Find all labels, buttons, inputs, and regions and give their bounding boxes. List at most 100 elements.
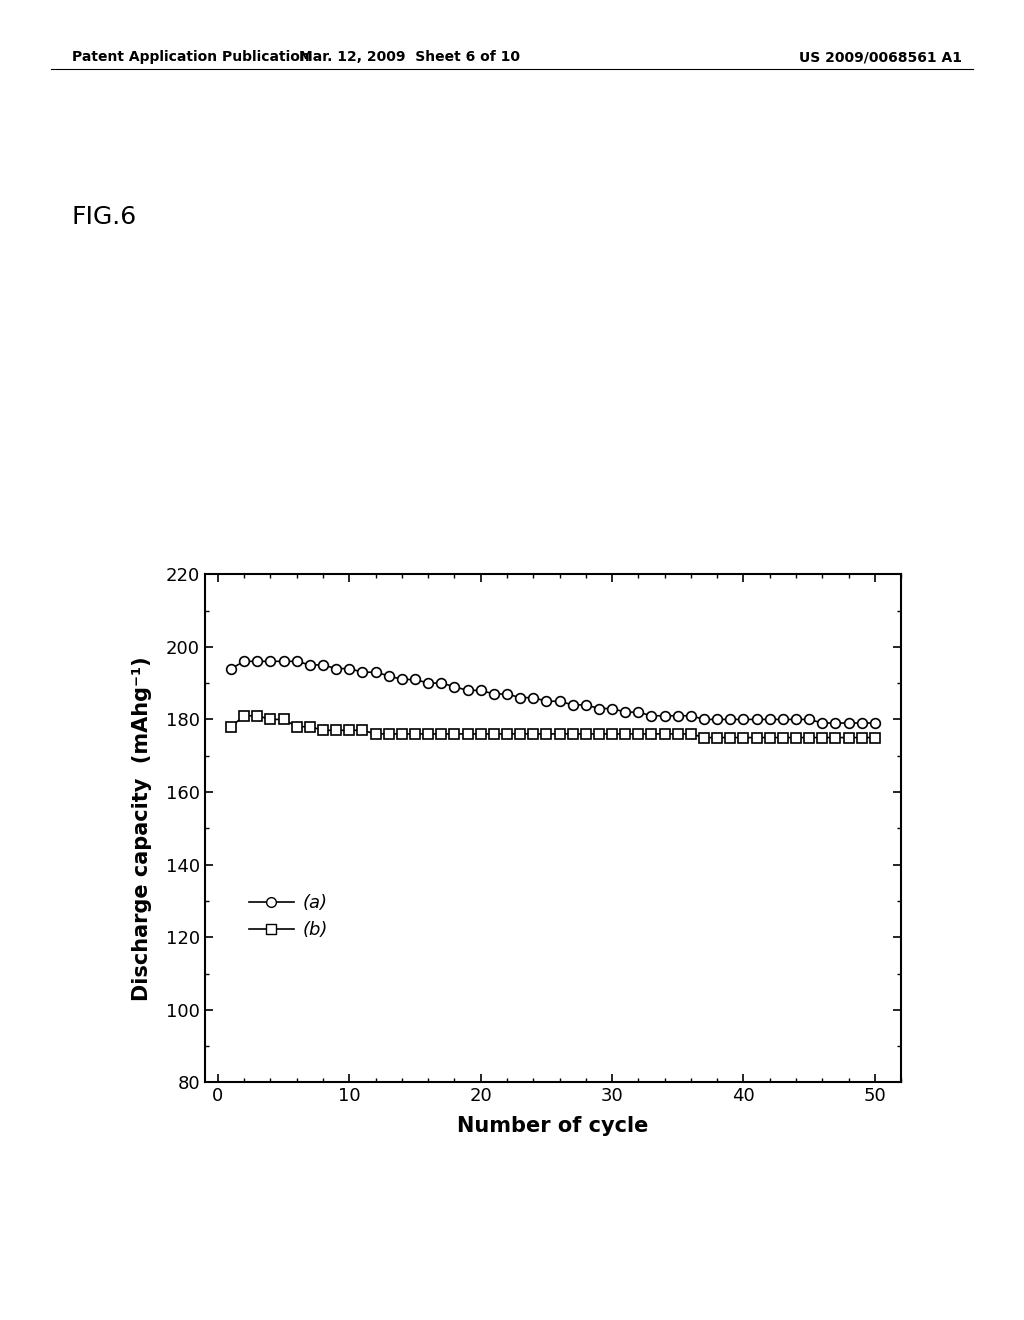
(a) <box>711 711 723 727</box>
(b) <box>620 726 632 742</box>
Y-axis label: Discharge capacity  (mAhg⁻¹): Discharge capacity (mAhg⁻¹) <box>132 656 152 1001</box>
(a) <box>343 660 355 676</box>
(a) <box>264 653 276 669</box>
(a) <box>553 693 565 709</box>
(a) <box>330 660 342 676</box>
(b) <box>777 730 790 746</box>
(a) <box>816 715 828 731</box>
(b) <box>225 718 238 734</box>
(b) <box>737 730 750 746</box>
(a) <box>658 708 671 723</box>
(b) <box>474 726 486 742</box>
(a) <box>225 660 238 676</box>
(b) <box>409 726 421 742</box>
(b) <box>278 711 290 727</box>
(b) <box>764 730 776 746</box>
(a) <box>645 708 657 723</box>
(b) <box>645 726 657 742</box>
(b) <box>343 722 355 738</box>
(b) <box>462 726 474 742</box>
(a) <box>751 711 763 727</box>
(b) <box>304 718 316 734</box>
(b) <box>711 730 723 746</box>
(b) <box>868 730 881 746</box>
(b) <box>356 722 369 738</box>
(b) <box>803 730 815 746</box>
(a) <box>383 668 395 684</box>
Line: (a): (a) <box>226 656 880 727</box>
(b) <box>501 726 513 742</box>
(b) <box>264 711 276 727</box>
(a) <box>487 686 500 702</box>
(a) <box>737 711 750 727</box>
(a) <box>251 653 263 669</box>
(a) <box>856 715 868 731</box>
(a) <box>422 676 434 692</box>
(b) <box>843 730 855 746</box>
(b) <box>672 726 684 742</box>
(a) <box>409 672 421 688</box>
(b) <box>580 726 592 742</box>
(a) <box>829 715 842 731</box>
(b) <box>541 726 553 742</box>
(a) <box>632 705 644 721</box>
(a) <box>474 682 486 698</box>
(a) <box>514 689 526 705</box>
(b) <box>316 722 329 738</box>
(b) <box>514 726 526 742</box>
(b) <box>816 730 828 746</box>
(a) <box>803 711 815 727</box>
(b) <box>658 726 671 742</box>
(b) <box>632 726 644 742</box>
(b) <box>685 726 697 742</box>
(b) <box>330 722 342 738</box>
(b) <box>856 730 868 746</box>
(b) <box>829 730 842 746</box>
(b) <box>724 730 736 746</box>
(b) <box>370 726 382 742</box>
(a) <box>777 711 790 727</box>
(a) <box>278 653 290 669</box>
(b) <box>606 726 618 742</box>
Line: (b): (b) <box>226 711 880 742</box>
Text: Mar. 12, 2009  Sheet 6 of 10: Mar. 12, 2009 Sheet 6 of 10 <box>299 50 520 65</box>
(a) <box>356 664 369 680</box>
(b) <box>553 726 565 742</box>
(b) <box>751 730 763 746</box>
(b) <box>422 726 434 742</box>
(a) <box>764 711 776 727</box>
(b) <box>566 726 579 742</box>
(a) <box>606 701 618 717</box>
(a) <box>698 711 711 727</box>
(b) <box>790 730 802 746</box>
(a) <box>868 715 881 731</box>
(a) <box>304 657 316 673</box>
(b) <box>435 726 447 742</box>
(b) <box>698 730 711 746</box>
Text: Patent Application Publication: Patent Application Publication <box>72 50 309 65</box>
(a) <box>541 693 553 709</box>
(a) <box>724 711 736 727</box>
(a) <box>370 664 382 680</box>
(a) <box>580 697 592 713</box>
(a) <box>435 676 447 692</box>
(a) <box>790 711 802 727</box>
(b) <box>449 726 461 742</box>
(a) <box>462 682 474 698</box>
(b) <box>527 726 540 742</box>
(a) <box>672 708 684 723</box>
(b) <box>251 708 263 723</box>
X-axis label: Number of cycle: Number of cycle <box>458 1117 648 1137</box>
Text: US 2009/0068561 A1: US 2009/0068561 A1 <box>799 50 962 65</box>
Text: FIG.6: FIG.6 <box>72 205 137 228</box>
(a) <box>238 653 250 669</box>
(a) <box>593 701 605 717</box>
(a) <box>501 686 513 702</box>
(a) <box>566 697 579 713</box>
(b) <box>383 726 395 742</box>
(b) <box>238 708 250 723</box>
(a) <box>685 708 697 723</box>
(b) <box>291 718 303 734</box>
(a) <box>395 672 408 688</box>
(b) <box>487 726 500 742</box>
